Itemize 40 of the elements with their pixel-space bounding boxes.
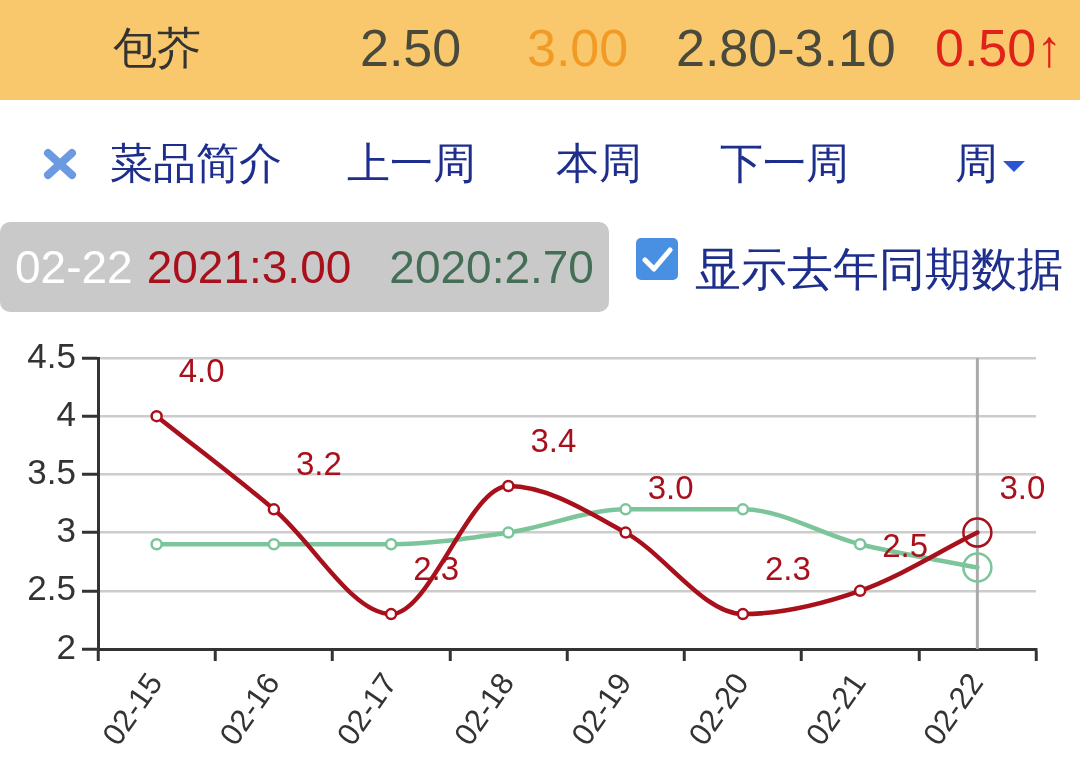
y-tick-label: 4 — [56, 393, 76, 433]
point — [267, 503, 281, 516]
text: 显示去年同期数据 — [695, 243, 1063, 295]
y-tick-label: 2 — [56, 626, 76, 666]
data-label: 3.0 — [647, 468, 694, 506]
data-label: 4.0 — [178, 352, 225, 390]
point — [619, 503, 632, 516]
data-label: 3.2 — [295, 445, 342, 483]
text: 2021:3.00 — [146, 240, 352, 294]
point — [502, 526, 515, 539]
text: 本周 — [556, 138, 642, 188]
point — [736, 607, 750, 621]
point — [150, 537, 163, 551]
text: 周 — [955, 138, 998, 188]
text: 0.50↑ — [935, 18, 1063, 78]
point — [853, 537, 867, 551]
point — [384, 537, 398, 551]
text: 2.50 — [360, 18, 462, 78]
y-tick-label: 2.5 — [27, 568, 76, 608]
text: 菜品简介 — [110, 138, 282, 188]
point — [384, 607, 398, 621]
text: 3.00 — [527, 18, 629, 78]
text: 2020:2.70 — [389, 240, 594, 294]
point — [150, 409, 163, 423]
point — [267, 537, 281, 551]
y-tick-label: 3.5 — [27, 452, 76, 492]
data-label: 2.5 — [882, 526, 929, 564]
point — [619, 526, 632, 539]
text: 下一周 — [720, 138, 849, 188]
point — [853, 584, 867, 598]
data-label: 3.0 — [999, 468, 1046, 506]
y-tick-label: 4.5 — [27, 335, 76, 375]
data-label: 2.3 — [764, 550, 811, 588]
point — [502, 479, 515, 493]
point — [736, 503, 750, 516]
y-tick-label: 3 — [56, 510, 76, 550]
text: 2.80-3.10 — [676, 18, 896, 78]
text: 上一周 — [347, 138, 476, 188]
data-label: 3.4 — [530, 422, 577, 460]
chart-title: 包芥 — [113, 22, 201, 74]
